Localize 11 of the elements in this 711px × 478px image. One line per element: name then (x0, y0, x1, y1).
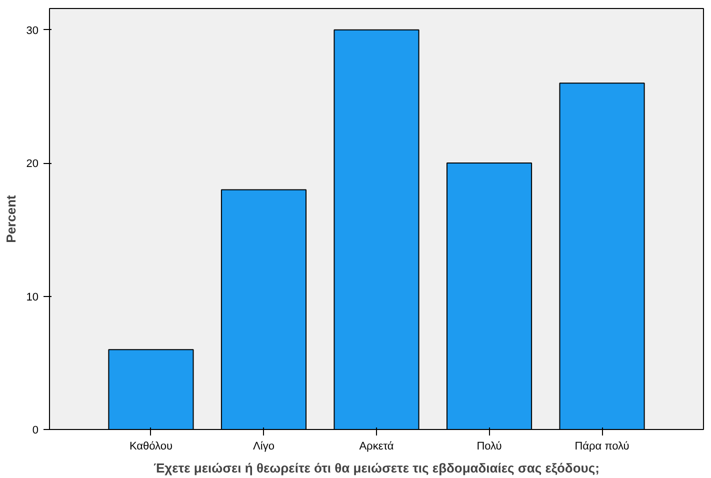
x-tick-label: Λίγο (253, 440, 274, 452)
y-tick-label: 10 (26, 291, 39, 304)
y-tick-label: 30 (26, 24, 39, 37)
x-tick-label: Πολύ (476, 440, 502, 452)
y-axis-title: Percent (3, 194, 18, 243)
y-tick-label: 0 (32, 424, 39, 436)
x-tick-label: Καθόλου (129, 440, 173, 452)
x-tick-label: Αρκετά (359, 440, 394, 452)
x-tick-label: Πάρα πολύ (574, 440, 630, 452)
x-axis-title: Έχετε μειώσει ή θεωρείτε ότι θα μειώσετε τις εβδομαδιαίες σας εξόδους; (154, 460, 600, 476)
y-tick-label: 20 (26, 158, 39, 170)
